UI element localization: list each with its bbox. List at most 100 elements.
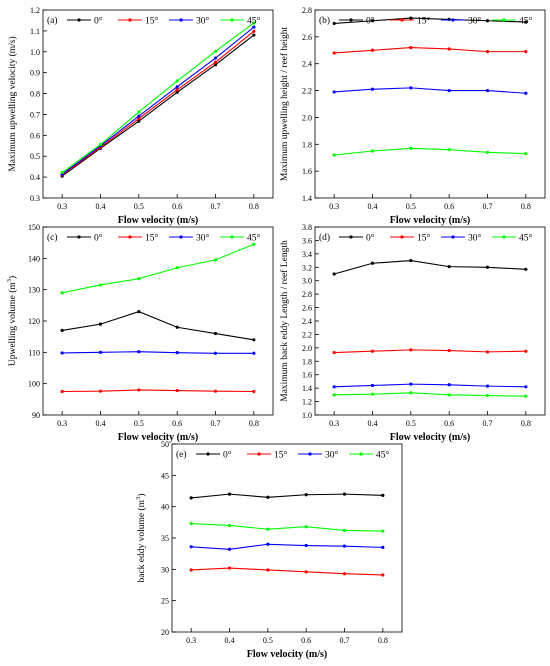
x-tick-label: 0.4 [96, 202, 106, 211]
data-point [213, 331, 218, 336]
x-tick-label: 0.7 [340, 636, 350, 645]
data-point [447, 47, 451, 51]
data-point [342, 572, 347, 576]
legend-marker [400, 235, 404, 239]
y-tick-label: 1.4 [302, 194, 312, 203]
legend-marker [128, 18, 132, 22]
data-point [524, 20, 528, 24]
data-point [381, 493, 385, 497]
y-tick-label: 2.2 [302, 87, 312, 96]
x-tick-label: 0.4 [225, 636, 235, 645]
legend-entry: 30° [196, 233, 210, 244]
x-tick-label: 0.3 [57, 419, 67, 428]
legend-marker [179, 235, 183, 239]
legend-marker [179, 18, 183, 22]
data-point [409, 16, 413, 20]
x-tick-label: 0.4 [368, 419, 378, 428]
x-tick-label: 0.5 [134, 419, 144, 428]
legend-marker [77, 235, 81, 239]
legend-entry: 0° [94, 233, 103, 244]
legend-entry: 0° [223, 450, 232, 461]
data-point [370, 87, 375, 91]
data-point [137, 114, 141, 118]
x-tick-label: 0.6 [172, 419, 182, 428]
series-line [62, 243, 255, 294]
data-point [189, 545, 193, 549]
data-point [189, 496, 193, 500]
data-point [332, 385, 336, 389]
x-tick-label: 0.5 [134, 202, 144, 211]
data-point [381, 545, 385, 550]
x-tick-label: 0.4 [96, 419, 106, 428]
y-axis-label-sup: 3 [6, 279, 13, 282]
data-point [332, 90, 336, 94]
series-line [334, 383, 526, 388]
data-point [332, 393, 336, 397]
data-point [332, 153, 336, 157]
y-tick-label: 2.4 [302, 60, 312, 69]
y-tick-label: 2.8 [302, 6, 312, 15]
x-tick-label: 0.7 [483, 419, 493, 428]
data-point [332, 51, 336, 55]
legend-marker [400, 18, 404, 22]
data-point [524, 152, 528, 156]
legend-marker [257, 452, 261, 456]
y-axis-label: back eddy volume (m3) [135, 494, 147, 583]
data-point [304, 570, 308, 574]
plot-frame [314, 9, 546, 199]
y-tick-label: 3.0 [302, 277, 312, 286]
data-point [485, 393, 490, 398]
y-tick-label: 1.6 [302, 371, 312, 380]
legend-marker [77, 18, 81, 22]
y-axis-label-part: ) [7, 276, 18, 279]
y-tick-label: 1.1 [30, 27, 40, 36]
y-tick-label: 3.8 [302, 223, 312, 232]
y-tick-label: 1.6 [302, 167, 312, 176]
data-point [227, 547, 232, 551]
chart-panel-a: 0.3 0.4 0.5 0.6 0.7 0.8 0.3 0.4 0.5 0.6 0.7 0.8 0.9 1… [7, 6, 274, 226]
data-point [447, 348, 451, 353]
data-point [332, 21, 336, 26]
data-point [60, 170, 64, 175]
data-point [175, 90, 179, 94]
legend-marker [206, 452, 210, 456]
panel-label: (d) [319, 232, 330, 243]
x-tick-label: 0.7 [211, 202, 221, 211]
data-point [175, 79, 179, 83]
data-point [342, 544, 347, 548]
data-point [227, 523, 232, 528]
y-tick-label: 90 [32, 411, 40, 420]
y-tick-label: 3.4 [302, 250, 312, 259]
y-tick-label: 2.2 [302, 330, 312, 339]
data-point [304, 543, 308, 548]
x-axis-label: Flow velocity (m/s) [118, 432, 199, 443]
data-point [266, 568, 270, 572]
data-point [409, 348, 413, 352]
y-axis-label: Upwelling volume (m3) [6, 276, 18, 366]
data-point [485, 88, 490, 93]
data-point [175, 325, 179, 329]
data-point [304, 525, 308, 529]
data-point [447, 148, 451, 152]
legend-entry: 45° [247, 233, 261, 244]
data-point [304, 493, 308, 497]
y-tick-label: 1.8 [302, 357, 312, 366]
y-tick-label: 1.8 [302, 140, 312, 149]
data-point [266, 527, 270, 531]
legend-entry: 45° [247, 16, 261, 27]
y-tick-label: 2.6 [302, 33, 312, 42]
y-tick-label: 2.0 [302, 344, 312, 353]
panel-label: (a) [47, 15, 58, 26]
data-point [227, 566, 232, 570]
series-line [334, 349, 526, 354]
x-tick-label: 0.5 [263, 636, 273, 645]
x-tick-label: 0.8 [249, 419, 259, 428]
data-point [485, 350, 490, 354]
y-tick-label: 30 [161, 565, 169, 574]
y-tick-label: 0.3 [30, 194, 40, 203]
data-point [342, 492, 347, 496]
y-tick-label: 1.2 [302, 398, 312, 407]
y-axis-label: Maximum upwelling height / reef height [279, 26, 290, 181]
data-point [137, 117, 141, 121]
data-point [189, 568, 193, 572]
